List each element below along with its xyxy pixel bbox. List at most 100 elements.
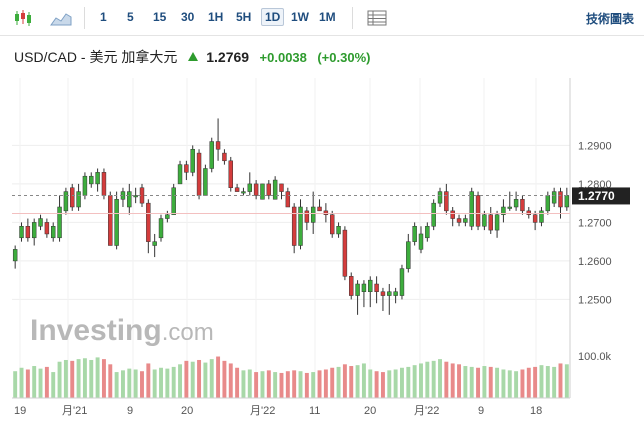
last-price: 1.2769 (206, 49, 250, 65)
volume-bar (76, 359, 81, 398)
volume-bar (114, 372, 119, 398)
volume-bar (254, 372, 259, 398)
candle-body (380, 291, 386, 296)
candle-body (399, 268, 405, 296)
tf-5h[interactable]: 5H (236, 10, 252, 24)
volume-bar (533, 366, 538, 398)
volume-bar (273, 372, 278, 398)
volume-bar (482, 366, 487, 398)
candle-body (469, 191, 474, 227)
volume-bar (355, 365, 360, 398)
y-tick-label: 1.2900 (578, 140, 612, 152)
x-tick-label: 11 (309, 405, 320, 417)
candle-body (291, 206, 297, 246)
volume-bar (457, 364, 461, 398)
candle-body (57, 206, 62, 239)
volume-bar (152, 369, 157, 398)
volume-bar (495, 367, 500, 398)
volume-bar (400, 367, 404, 398)
volume-bar (552, 366, 557, 398)
candle-body (31, 222, 37, 239)
volume-bar (387, 370, 392, 398)
pair-title: USD/CAD - 美元 加拿大元 (14, 49, 178, 65)
candle-body (76, 191, 81, 208)
volume-bar (38, 368, 43, 398)
candle-body (456, 218, 462, 223)
volume-bar (361, 363, 366, 398)
tf-1m[interactable]: 1M (319, 10, 336, 24)
volume-bar (19, 367, 24, 398)
volume-bar (51, 372, 56, 398)
candle-body (532, 214, 538, 223)
candle-body (545, 195, 551, 212)
volume-bar (228, 363, 233, 398)
candle-body (25, 226, 31, 239)
tf-1w[interactable]: 1W (291, 10, 309, 24)
candle-body (323, 210, 329, 215)
volume-bar (159, 367, 163, 398)
candle-body (44, 222, 50, 235)
y-tick-label: 1.2600 (578, 256, 612, 268)
volume-bar (70, 360, 75, 398)
volume-bar (171, 366, 176, 398)
candle-body (551, 191, 557, 204)
candle-body (38, 218, 43, 227)
candle-body (114, 199, 119, 246)
volume-bars (13, 356, 569, 398)
candle-body (196, 152, 202, 196)
candle-body (431, 202, 436, 227)
volume-bar (203, 362, 208, 398)
table-icon[interactable] (366, 9, 388, 27)
volume-bar (450, 363, 455, 398)
candles (12, 118, 570, 315)
candle-body (215, 141, 221, 150)
volume-bar (260, 371, 265, 398)
tf-1[interactable]: 1 (100, 10, 107, 24)
volume-bar (514, 371, 519, 398)
volume-bar (374, 371, 379, 398)
volume-bar (380, 372, 385, 398)
volume-bar (336, 366, 341, 398)
volume-bar (57, 361, 62, 398)
candle-body (425, 226, 430, 239)
volume-bar (393, 369, 398, 398)
technical-chart-link[interactable]: 技術圖表 (585, 12, 634, 26)
volume-bar (279, 372, 284, 398)
volume-bar (323, 369, 328, 398)
candle-body (51, 226, 56, 239)
tf-5[interactable]: 5 (127, 10, 134, 24)
x-tick-label: 20 (364, 405, 376, 417)
candle-body (349, 276, 354, 296)
volume-bar (32, 366, 37, 398)
candle-body (222, 152, 227, 162)
volume-bar (13, 371, 18, 398)
tf-15[interactable]: 15 (153, 10, 167, 24)
volume-bar (89, 359, 94, 398)
tf-1h[interactable]: 1H (208, 10, 224, 24)
candlestick-icon[interactable] (12, 9, 34, 27)
area-chart-icon[interactable] (50, 9, 72, 27)
volume-bar (197, 359, 202, 398)
volume-bar (121, 370, 125, 398)
current-price-label: 1.2770 (578, 189, 615, 203)
volume-bar (330, 367, 335, 398)
volume-bar (558, 363, 563, 398)
volume-bar (44, 366, 49, 398)
tf-30[interactable]: 30 (181, 10, 195, 24)
svg-text:Investing.com: Investing.com (30, 314, 214, 347)
current-price-tag (572, 187, 630, 205)
candle-body (152, 241, 157, 246)
volume-bar (127, 368, 132, 398)
volume-bar (165, 368, 170, 398)
volume-bar (235, 367, 240, 398)
x-tick-label: 9 (478, 405, 484, 417)
volume-bar (222, 360, 227, 398)
candle-body (247, 183, 252, 192)
volume-bar (419, 363, 423, 398)
candle-body (488, 214, 493, 231)
candle-body (520, 199, 525, 212)
volume-bar (304, 372, 309, 398)
tf-1d[interactable]: 1D (261, 8, 285, 26)
volume-bar (108, 364, 113, 398)
